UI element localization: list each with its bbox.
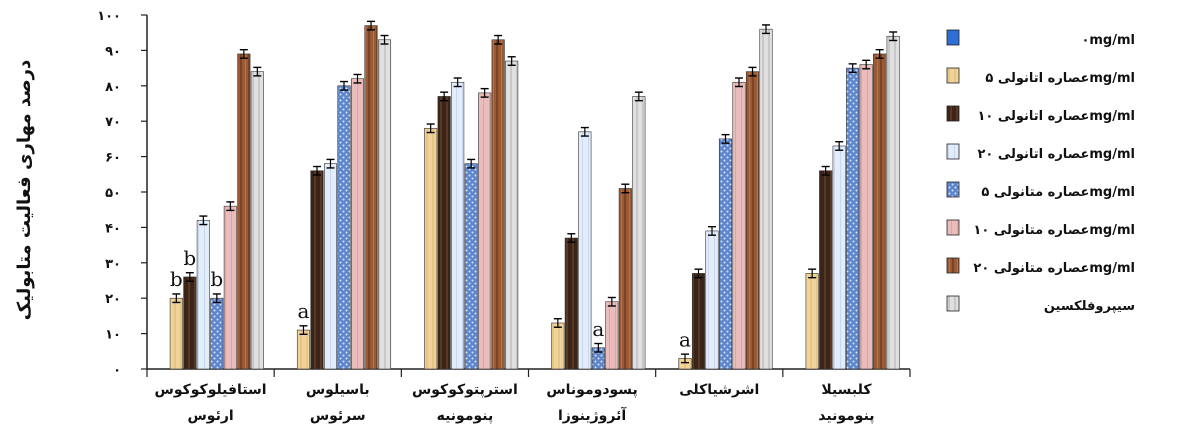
legend-swatch <box>946 257 960 274</box>
bar <box>805 273 819 370</box>
x-category-label: ارئوس <box>187 408 233 424</box>
legend-swatch <box>946 105 960 122</box>
bar <box>364 25 378 370</box>
bar <box>873 53 887 370</box>
x-category-label: پنومونید <box>818 408 874 424</box>
bar <box>605 301 619 370</box>
bar <box>196 220 210 370</box>
bar <box>718 138 733 370</box>
y-tick-label: ۸۰ <box>105 80 121 95</box>
bar <box>424 127 438 370</box>
x-category-label: پسودوموناس <box>546 382 637 398</box>
bar <box>564 237 578 370</box>
legend-swatch <box>946 181 960 198</box>
significance-letter: a <box>679 327 691 351</box>
y-tick-label: ۰ <box>113 363 121 378</box>
significance-letter: a <box>298 299 310 323</box>
bar <box>505 60 519 370</box>
legend-swatch <box>946 143 960 160</box>
bar <box>337 85 351 370</box>
bar <box>183 276 197 370</box>
y-tick-label: ۷۰ <box>105 115 121 130</box>
legend-label: عصاره اتانولی ۵mg/ml <box>985 71 1135 86</box>
significance-letter: a <box>592 317 604 341</box>
y-tick-label: ۱۰۰ <box>97 9 121 24</box>
y-axis: ۰ ۱۰ ۲۰ ۳۰ ۴۰ ۵۰ ۶۰ ۷۰ ۸۰ ۹۰ ۱۰۰ <box>97 9 148 378</box>
bar <box>250 71 264 370</box>
bar <box>551 322 565 370</box>
legend-label: سیپروفلکسین <box>1044 299 1135 314</box>
y-tick-label: ۳۰ <box>105 257 121 272</box>
x-category-label: استرپتوکوکوس <box>412 382 518 398</box>
bar <box>310 170 324 370</box>
bar <box>578 131 592 370</box>
bar <box>732 81 746 370</box>
legend-swatch <box>946 295 960 312</box>
bar <box>437 96 451 370</box>
legend-swatch <box>946 29 960 46</box>
bar <box>691 273 706 370</box>
legend-label: عصاره متانولی ۱۰mg/ml <box>973 223 1135 238</box>
x-axis: استافیلوکوکوس ارئوس باسیلوس سرئوس استرپتوکوک… <box>146 368 911 424</box>
legend-swatch <box>946 219 960 236</box>
x-category-label: استافیلوکوکوس <box>155 382 267 398</box>
x-category-label: سرئوس <box>310 408 366 424</box>
bar <box>323 163 338 370</box>
bar <box>223 205 237 370</box>
bar <box>350 78 365 370</box>
bar <box>859 64 873 370</box>
legend-label: عصاره متانولی ۲۰mg/ml <box>973 261 1135 276</box>
legend: ۰mg/ml عصاره اتانولی ۵mg/ml عصاره اتانولی … <box>946 29 1135 314</box>
legend-label: عصاره متانولی ۵mg/ml <box>981 185 1135 200</box>
x-category-label: کلبسیلا <box>821 382 872 398</box>
x-category-label: اشرشیاکلی <box>679 382 759 398</box>
legend-label: ۰mg/ml <box>1081 33 1135 48</box>
legend-label: عصاره اتانولی ۱۰mg/ml <box>977 109 1135 124</box>
y-tick-label: ۶۰ <box>105 151 121 166</box>
bar <box>296 329 311 370</box>
x-category-label: باسیلوس <box>306 382 370 398</box>
bar <box>169 297 183 370</box>
y-tick-label: ۴۰ <box>105 221 121 236</box>
y-tick-label: ۹۰ <box>105 44 121 59</box>
legend-label: عصاره اتانولی ۲۰mg/ml <box>977 147 1135 162</box>
legend-swatch <box>946 67 960 84</box>
y-tick-label: ۱۰ <box>105 328 121 343</box>
bar <box>478 92 492 370</box>
bar <box>618 188 632 370</box>
bar <box>451 81 465 370</box>
bar <box>210 297 224 370</box>
bar <box>377 39 392 370</box>
bar <box>819 170 833 370</box>
significance-letter: b <box>170 267 183 291</box>
bar <box>759 28 773 370</box>
bar <box>237 53 251 370</box>
bars <box>169 20 900 370</box>
bar <box>886 35 900 370</box>
y-axis-title: درصد مهاری فعالیت متابولیک <box>14 60 35 321</box>
bar <box>464 163 478 370</box>
bar <box>632 96 646 370</box>
y-tick-label: ۲۰ <box>105 292 121 307</box>
significance-letter: b <box>183 246 196 270</box>
x-category-label: پنومونیه <box>437 408 494 424</box>
bar <box>745 71 760 370</box>
y-tick-label: ۵۰ <box>105 186 121 201</box>
bar <box>491 39 505 370</box>
bar <box>832 145 846 370</box>
significance-letter: b <box>210 267 223 291</box>
x-category-label: آئروژینوزا <box>558 406 627 424</box>
bar <box>846 67 860 370</box>
bar <box>705 230 719 370</box>
